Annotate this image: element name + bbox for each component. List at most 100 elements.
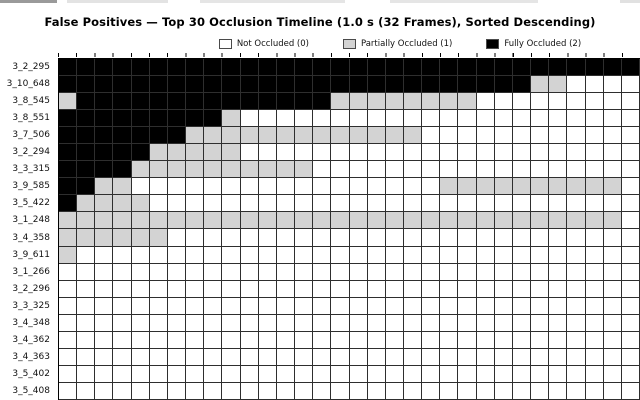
heatmap-cell xyxy=(567,178,586,196)
heatmap-cell xyxy=(567,76,586,94)
heatmap-cell xyxy=(603,297,622,315)
heatmap-cell xyxy=(349,365,368,383)
heatmap-cell xyxy=(458,280,477,298)
heatmap-cell xyxy=(567,59,586,77)
heatmap-cell xyxy=(240,195,259,213)
heatmap-cell xyxy=(77,161,96,179)
heatmap-cell xyxy=(222,161,241,179)
heatmap-cell xyxy=(494,195,513,213)
heatmap-cell xyxy=(331,161,350,179)
heatmap-cell xyxy=(585,229,604,247)
heatmap-cell xyxy=(440,127,459,145)
heatmap-cell xyxy=(531,195,550,213)
heatmap-cell xyxy=(549,59,568,77)
heatmap-cell xyxy=(567,195,586,213)
heatmap-cell xyxy=(349,212,368,230)
heatmap-cell xyxy=(585,144,604,162)
heatmap-cell xyxy=(313,297,332,315)
heatmap-cell xyxy=(331,348,350,366)
heatmap-cell xyxy=(567,110,586,128)
heatmap-cell xyxy=(494,59,513,77)
heatmap-cell xyxy=(403,195,423,213)
heatmap-cell xyxy=(186,382,205,400)
heatmap-cell xyxy=(222,144,241,162)
legend-label-not-occluded: Not Occluded (0) xyxy=(236,39,309,49)
heatmap-cell xyxy=(313,178,332,196)
heatmap-cell xyxy=(258,348,277,366)
heatmap-cell xyxy=(240,212,259,230)
heatmap-cell xyxy=(149,127,168,145)
heatmap-cell xyxy=(585,212,604,230)
heatmap-cell xyxy=(331,314,350,332)
heatmap-cell xyxy=(59,127,78,145)
heatmap-cell xyxy=(295,127,314,145)
heatmap-cell xyxy=(258,382,277,400)
heatmap-cell xyxy=(385,297,404,315)
heatmap-cell xyxy=(440,365,459,383)
heatmap-cell xyxy=(258,110,277,128)
heatmap-cell xyxy=(567,161,586,179)
heatmap-cell xyxy=(403,365,423,383)
heatmap-cell xyxy=(59,229,78,247)
heatmap-cell xyxy=(531,127,550,145)
row-label: 3_5_422 xyxy=(12,198,50,209)
heatmap-cell xyxy=(59,365,78,383)
heatmap-cell xyxy=(222,331,241,349)
heatmap-cell xyxy=(621,212,640,230)
heatmap-cell xyxy=(603,195,622,213)
heatmap-cell xyxy=(476,76,495,94)
heatmap-cell xyxy=(149,110,168,128)
heatmap-cell xyxy=(512,365,532,383)
heatmap-cell xyxy=(186,161,205,179)
heatmap-cell xyxy=(422,246,441,264)
heatmap-cell xyxy=(95,59,114,77)
heatmap-cell xyxy=(204,246,223,264)
heatmap-cell xyxy=(476,195,495,213)
heatmap-cell xyxy=(531,110,550,128)
heatmap-cell xyxy=(403,263,423,281)
heatmap-cell xyxy=(167,382,187,400)
heatmap-cell xyxy=(440,161,459,179)
heatmap-cell xyxy=(113,297,132,315)
heatmap-cell xyxy=(494,280,513,298)
heatmap-cell xyxy=(240,76,259,94)
heatmap-cell xyxy=(349,280,368,298)
heatmap-cell xyxy=(204,110,223,128)
heatmap-cell xyxy=(403,127,423,145)
heatmap-cell xyxy=(367,229,386,247)
heatmap-cell xyxy=(149,93,168,111)
heatmap-cell xyxy=(385,93,404,111)
heatmap-cell xyxy=(59,348,78,366)
heatmap-cell xyxy=(549,280,568,298)
heatmap-cell xyxy=(385,76,404,94)
heatmap-cell xyxy=(512,348,532,366)
heatmap-cell xyxy=(240,161,259,179)
heatmap-cell xyxy=(349,314,368,332)
heatmap-cell xyxy=(77,212,96,230)
heatmap-cell xyxy=(313,229,332,247)
heatmap-cell xyxy=(531,161,550,179)
heatmap-cell xyxy=(295,93,314,111)
heatmap-cell xyxy=(276,144,296,162)
heatmap-cell xyxy=(59,314,78,332)
heatmap-cell xyxy=(567,348,586,366)
heatmap-cell xyxy=(313,246,332,264)
heatmap-cell xyxy=(531,297,550,315)
heatmap-cell xyxy=(295,76,314,94)
heatmap-cell xyxy=(95,297,114,315)
heatmap-cell xyxy=(113,59,132,77)
heatmap-cell xyxy=(567,212,586,230)
heatmap-cell xyxy=(59,331,78,349)
heatmap-cell xyxy=(494,365,513,383)
heatmap-cell xyxy=(186,263,205,281)
heatmap-cell xyxy=(385,263,404,281)
heatmap-cell xyxy=(204,212,223,230)
heatmap-cell xyxy=(603,314,622,332)
row-label: 3_4_348 xyxy=(12,318,50,329)
heatmap-cell xyxy=(167,110,187,128)
heatmap-cell xyxy=(95,144,114,162)
heatmap-cell xyxy=(585,382,604,400)
heatmap-cell xyxy=(621,297,640,315)
heatmap-cell xyxy=(621,178,640,196)
heatmap-cell xyxy=(240,314,259,332)
